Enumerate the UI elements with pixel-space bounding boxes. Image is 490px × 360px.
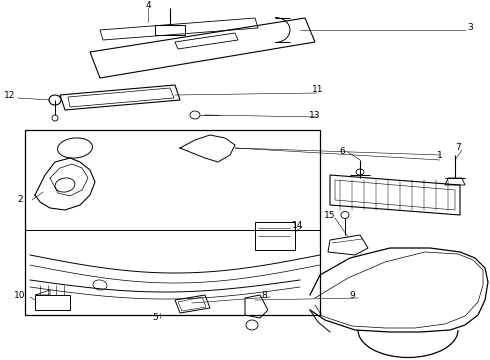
Text: 12: 12: [4, 90, 16, 99]
Text: 13: 13: [309, 111, 321, 120]
Text: 2: 2: [17, 195, 23, 204]
Bar: [255, 222, 295, 250]
Text: 1: 1: [437, 150, 443, 159]
Text: 14: 14: [293, 220, 304, 230]
Text: 7: 7: [455, 144, 461, 153]
Text: 11: 11: [312, 85, 324, 94]
Bar: [25, 130, 320, 230]
Text: 5: 5: [152, 314, 158, 323]
Text: 8: 8: [261, 291, 267, 300]
Text: 10: 10: [14, 291, 26, 300]
Text: 9: 9: [349, 292, 355, 301]
Text: 6: 6: [339, 148, 345, 157]
Text: 3: 3: [467, 23, 473, 32]
Text: 15: 15: [324, 211, 336, 220]
Bar: [25, 130, 320, 315]
Text: 4: 4: [145, 0, 151, 9]
